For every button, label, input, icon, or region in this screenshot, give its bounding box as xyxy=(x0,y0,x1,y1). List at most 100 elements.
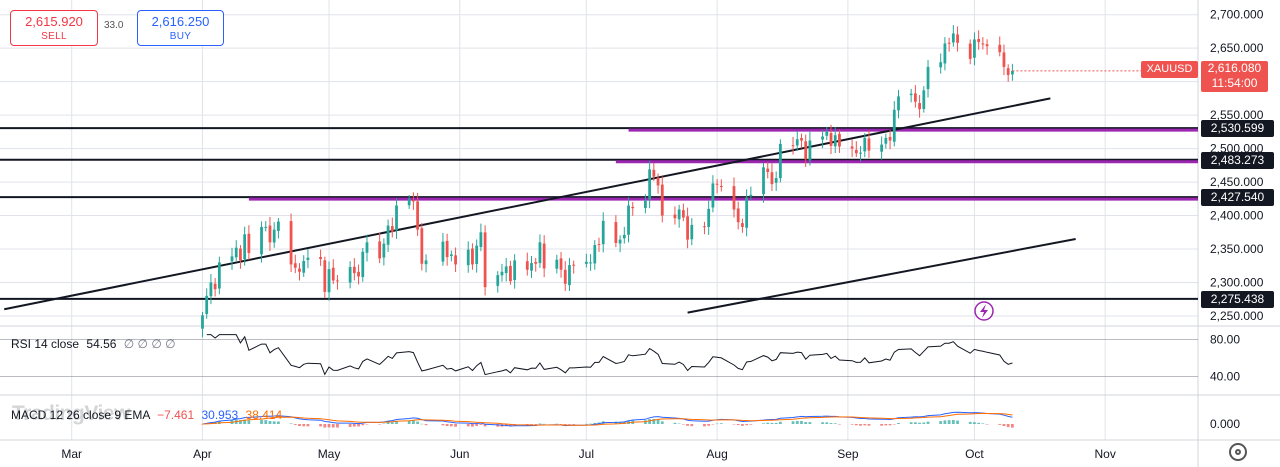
macd-histogram-bar xyxy=(977,422,981,424)
candle-body xyxy=(407,198,411,206)
candle-body xyxy=(939,62,943,68)
macd-histogram-bar xyxy=(897,422,900,424)
candle-body xyxy=(416,201,420,230)
candle-body xyxy=(449,254,453,257)
x-tick-label: Jul xyxy=(579,447,594,461)
buy-button[interactable]: 2,616.250 BUY xyxy=(137,10,224,46)
macd-histogram-bar xyxy=(951,419,955,424)
macd-histogram-bar xyxy=(302,424,306,427)
candle-body xyxy=(652,169,656,177)
candle-body xyxy=(821,136,824,140)
macd-histogram-bar xyxy=(584,423,588,425)
candle-body xyxy=(593,244,597,264)
macd-histogram-bar xyxy=(509,424,512,427)
macd-histogram-bar xyxy=(956,420,959,424)
y-tick-label: 2,350.000 xyxy=(1210,242,1264,256)
macd-histogram-bar xyxy=(555,423,559,425)
macd-histogram-bar xyxy=(407,420,411,424)
macd-legend[interactable]: MACD 12 26 close 9 EMA −7.461 30.953 38.… xyxy=(11,408,282,422)
candle-body xyxy=(774,178,778,183)
macd-histogram-bar xyxy=(348,424,352,427)
macd-histogram-bar xyxy=(985,424,989,425)
y-tick-label: 2,250.000 xyxy=(1210,309,1264,323)
macd-histogram-bar xyxy=(382,423,386,424)
macd-histogram-bar xyxy=(534,424,538,425)
candle-body xyxy=(386,225,390,245)
macd-histogram-bar xyxy=(568,424,571,425)
trendline xyxy=(4,97,1051,311)
candle-body xyxy=(395,205,398,231)
candle-body xyxy=(412,200,415,202)
macd-line xyxy=(202,411,1013,427)
candle-body xyxy=(825,131,829,136)
macd-histogram-bar xyxy=(821,422,824,424)
sell-price: 2,615.920 xyxy=(25,14,83,29)
macd-histogram-bar xyxy=(479,424,483,425)
macd-hist-value: −7.461 xyxy=(157,408,195,422)
macd-histogram-bar xyxy=(1011,424,1014,428)
macd-histogram-bar xyxy=(336,424,339,428)
candle-body xyxy=(956,34,959,43)
macd-histogram-bar xyxy=(298,424,301,427)
x-tick-label: Oct xyxy=(965,447,984,461)
candle-body xyxy=(741,223,744,227)
candle-body xyxy=(475,245,479,264)
macd-histogram-bar xyxy=(707,424,711,426)
candle-body xyxy=(707,208,711,227)
last-price-tag: 2,616.080 11:54:00 xyxy=(1201,61,1268,92)
last-price-value: 2,616.080 xyxy=(1207,61,1262,75)
candle-body xyxy=(559,258,563,270)
candle-body xyxy=(766,168,770,173)
macd-histogram-bar xyxy=(745,424,749,426)
candle-body xyxy=(677,209,681,220)
candle-body xyxy=(926,66,930,90)
candle-body xyxy=(239,248,242,261)
macd-histogram-bar xyxy=(968,421,972,424)
buy-price: 2,616.250 xyxy=(151,14,210,29)
macd-histogram-bar xyxy=(791,421,795,424)
candle-body xyxy=(382,243,386,258)
macd-histogram-bar xyxy=(475,424,479,426)
candle-body xyxy=(808,140,812,161)
candle-body xyxy=(656,177,660,186)
settings-gear-icon[interactable] xyxy=(1229,443,1247,461)
macd-histogram-bar xyxy=(386,422,390,424)
sell-button[interactable]: 2,615.920 SELL xyxy=(10,10,98,46)
candle-body xyxy=(264,226,268,228)
macd-histogram-bar xyxy=(319,424,322,427)
candle-body xyxy=(791,145,795,147)
macd-histogram-bar xyxy=(538,423,542,425)
candle-body xyxy=(479,232,483,247)
macd-histogram-bar xyxy=(559,424,563,425)
candle-body xyxy=(968,43,972,59)
candle-body xyxy=(217,262,221,289)
macd-histogram-bar xyxy=(424,424,428,426)
macd-histogram-bar xyxy=(289,423,293,424)
candle-body xyxy=(888,136,892,141)
candle-body xyxy=(627,205,630,235)
rsi-legend[interactable]: RSI 14 close 54.56 ∅ ∅ ∅ ∅ xyxy=(11,337,176,351)
macd-histogram-bar xyxy=(589,423,592,425)
macd-histogram-bar xyxy=(378,424,382,425)
sell-label: SELL xyxy=(41,31,67,42)
candle-body xyxy=(795,139,799,146)
macd-histogram-bar xyxy=(268,421,272,424)
candle-body xyxy=(913,93,917,102)
candle-body xyxy=(631,206,635,209)
candle-body xyxy=(749,194,753,197)
macd-histogram-bar xyxy=(416,421,420,424)
candle-body xyxy=(563,269,567,284)
candle-body xyxy=(838,133,841,147)
candle-body xyxy=(778,143,782,179)
candle-body xyxy=(644,200,647,208)
lightning-glyph xyxy=(980,304,988,318)
candle-body xyxy=(833,135,837,147)
macd-histogram-bar xyxy=(703,424,706,427)
candle-body xyxy=(500,271,504,276)
y-tick-label: 2,450.000 xyxy=(1210,175,1264,189)
macd-histogram-bar xyxy=(572,424,576,425)
macd-histogram-bar xyxy=(838,424,841,425)
candle-body xyxy=(298,268,301,272)
level-tag-2483: 2,483.273 xyxy=(1201,151,1274,169)
